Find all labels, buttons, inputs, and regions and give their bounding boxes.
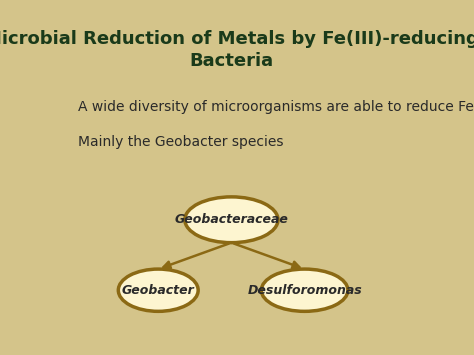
Text: Geobacteraceae: Geobacteraceae [174,213,288,226]
Text: A wide diversity of microorganisms are able to reduce Fe(III) .: A wide diversity of microorganisms are a… [78,100,474,114]
Text: Geobacter: Geobacter [122,284,195,297]
Ellipse shape [185,197,278,243]
Text: Mainly the Geobacter species: Mainly the Geobacter species [78,135,284,149]
Ellipse shape [261,269,348,311]
Text: Microbial Reduction of Metals by Fe(III)-reducing
Bacteria: Microbial Reduction of Metals by Fe(III)… [0,29,474,70]
Text: Desulforomonas: Desulforomonas [247,284,362,297]
Ellipse shape [118,269,198,311]
